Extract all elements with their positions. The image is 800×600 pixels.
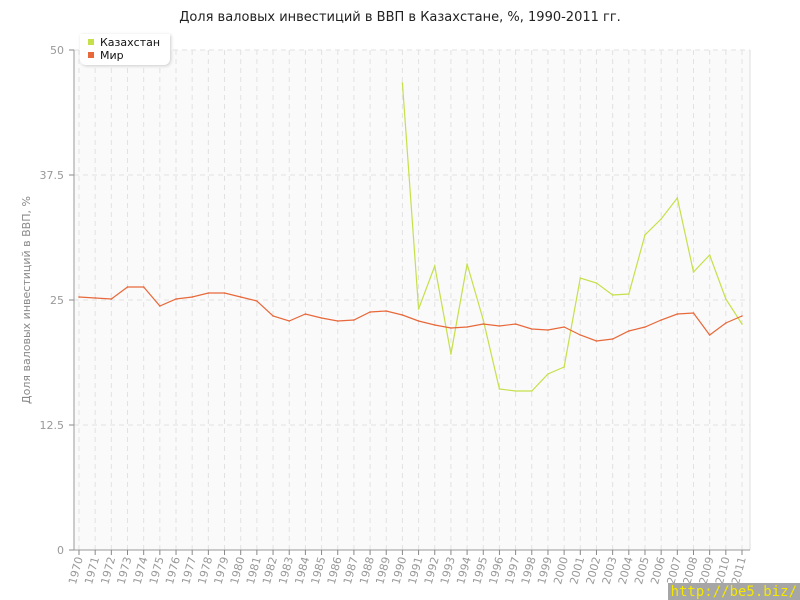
data-point: [482, 323, 485, 325]
data-point: [514, 323, 517, 325]
data-point: [482, 319, 485, 321]
data-point: [385, 310, 388, 312]
y-tick-label: 25: [50, 294, 64, 307]
y-tick-label: 12.5: [40, 419, 65, 432]
data-point: [353, 319, 355, 321]
data-point: [725, 298, 727, 300]
data-point: [417, 308, 420, 310]
series-line-kazakhstan: [401, 82, 743, 392]
data-point: [563, 366, 565, 368]
data-point: [563, 326, 565, 328]
data-point: [644, 326, 646, 328]
data-point: [466, 326, 468, 328]
data-point: [514, 390, 517, 392]
data-point: [159, 305, 161, 307]
data-point: [708, 334, 711, 336]
data-point: [644, 234, 646, 236]
legend-label: Мир: [100, 49, 124, 62]
data-point: [239, 296, 242, 298]
data-point: [110, 298, 113, 300]
data-point: [450, 327, 452, 329]
legend-item-world: Мир: [88, 49, 160, 62]
data-point: [401, 82, 404, 84]
data-point: [611, 294, 614, 296]
y-axis-label: Доля валовых инвестиций в ВВП, %: [20, 196, 33, 404]
data-point: [433, 324, 436, 326]
data-point: [741, 315, 743, 317]
data-point: [223, 292, 226, 294]
data-point: [660, 218, 662, 220]
data-point: [676, 197, 679, 199]
data-point: [94, 297, 96, 299]
data-point: [498, 325, 501, 327]
data-point: [579, 334, 582, 336]
data-point: [595, 282, 598, 284]
data-point: [288, 320, 291, 322]
data-point: [547, 373, 549, 375]
legend-item-kazakhstan: Казахстан: [88, 36, 160, 49]
data-point: [692, 312, 695, 314]
y-tick-label: 50: [50, 44, 64, 57]
data-point: [498, 388, 501, 390]
legend-label: Казахстан: [100, 36, 161, 49]
y-tick-label: 0: [57, 544, 64, 557]
data-point: [175, 298, 177, 300]
data-point: [433, 265, 436, 267]
data-point: [692, 271, 695, 273]
data-point: [336, 320, 339, 322]
data-point: [272, 315, 274, 317]
legend-swatch: [88, 52, 94, 58]
data-point: [741, 323, 743, 325]
watermark: http://be5.biz/: [667, 583, 800, 600]
data-point: [547, 329, 549, 331]
data-point: [595, 340, 598, 342]
y-tick-label: 37.5: [40, 169, 65, 182]
data-point: [660, 319, 662, 321]
data-point: [466, 263, 468, 265]
data-point: [708, 254, 711, 256]
legend-swatch: [88, 39, 94, 45]
data-point: [725, 322, 727, 324]
data-point: [191, 296, 193, 298]
data-point: [320, 317, 323, 319]
data-point: [369, 311, 371, 313]
series-line-world: [78, 286, 743, 342]
data-point: [628, 293, 630, 295]
data-point: [401, 314, 404, 316]
legend: Казахстан Мир: [80, 34, 171, 65]
data-point: [611, 338, 614, 340]
data-point: [78, 296, 80, 298]
data-point: [450, 353, 452, 355]
chart-title: Доля валовых инвестиций в ВВП в Казахста…: [179, 10, 621, 25]
data-point: [530, 390, 533, 392]
data-point: [256, 300, 258, 302]
data-point: [676, 313, 679, 315]
data-point: [207, 292, 210, 294]
data-point: [530, 328, 533, 330]
data-point: [126, 286, 129, 288]
data-point: [579, 277, 582, 279]
data-point: [142, 286, 145, 288]
data-point: [417, 320, 420, 322]
data-point: [304, 313, 307, 315]
data-point: [628, 330, 630, 332]
